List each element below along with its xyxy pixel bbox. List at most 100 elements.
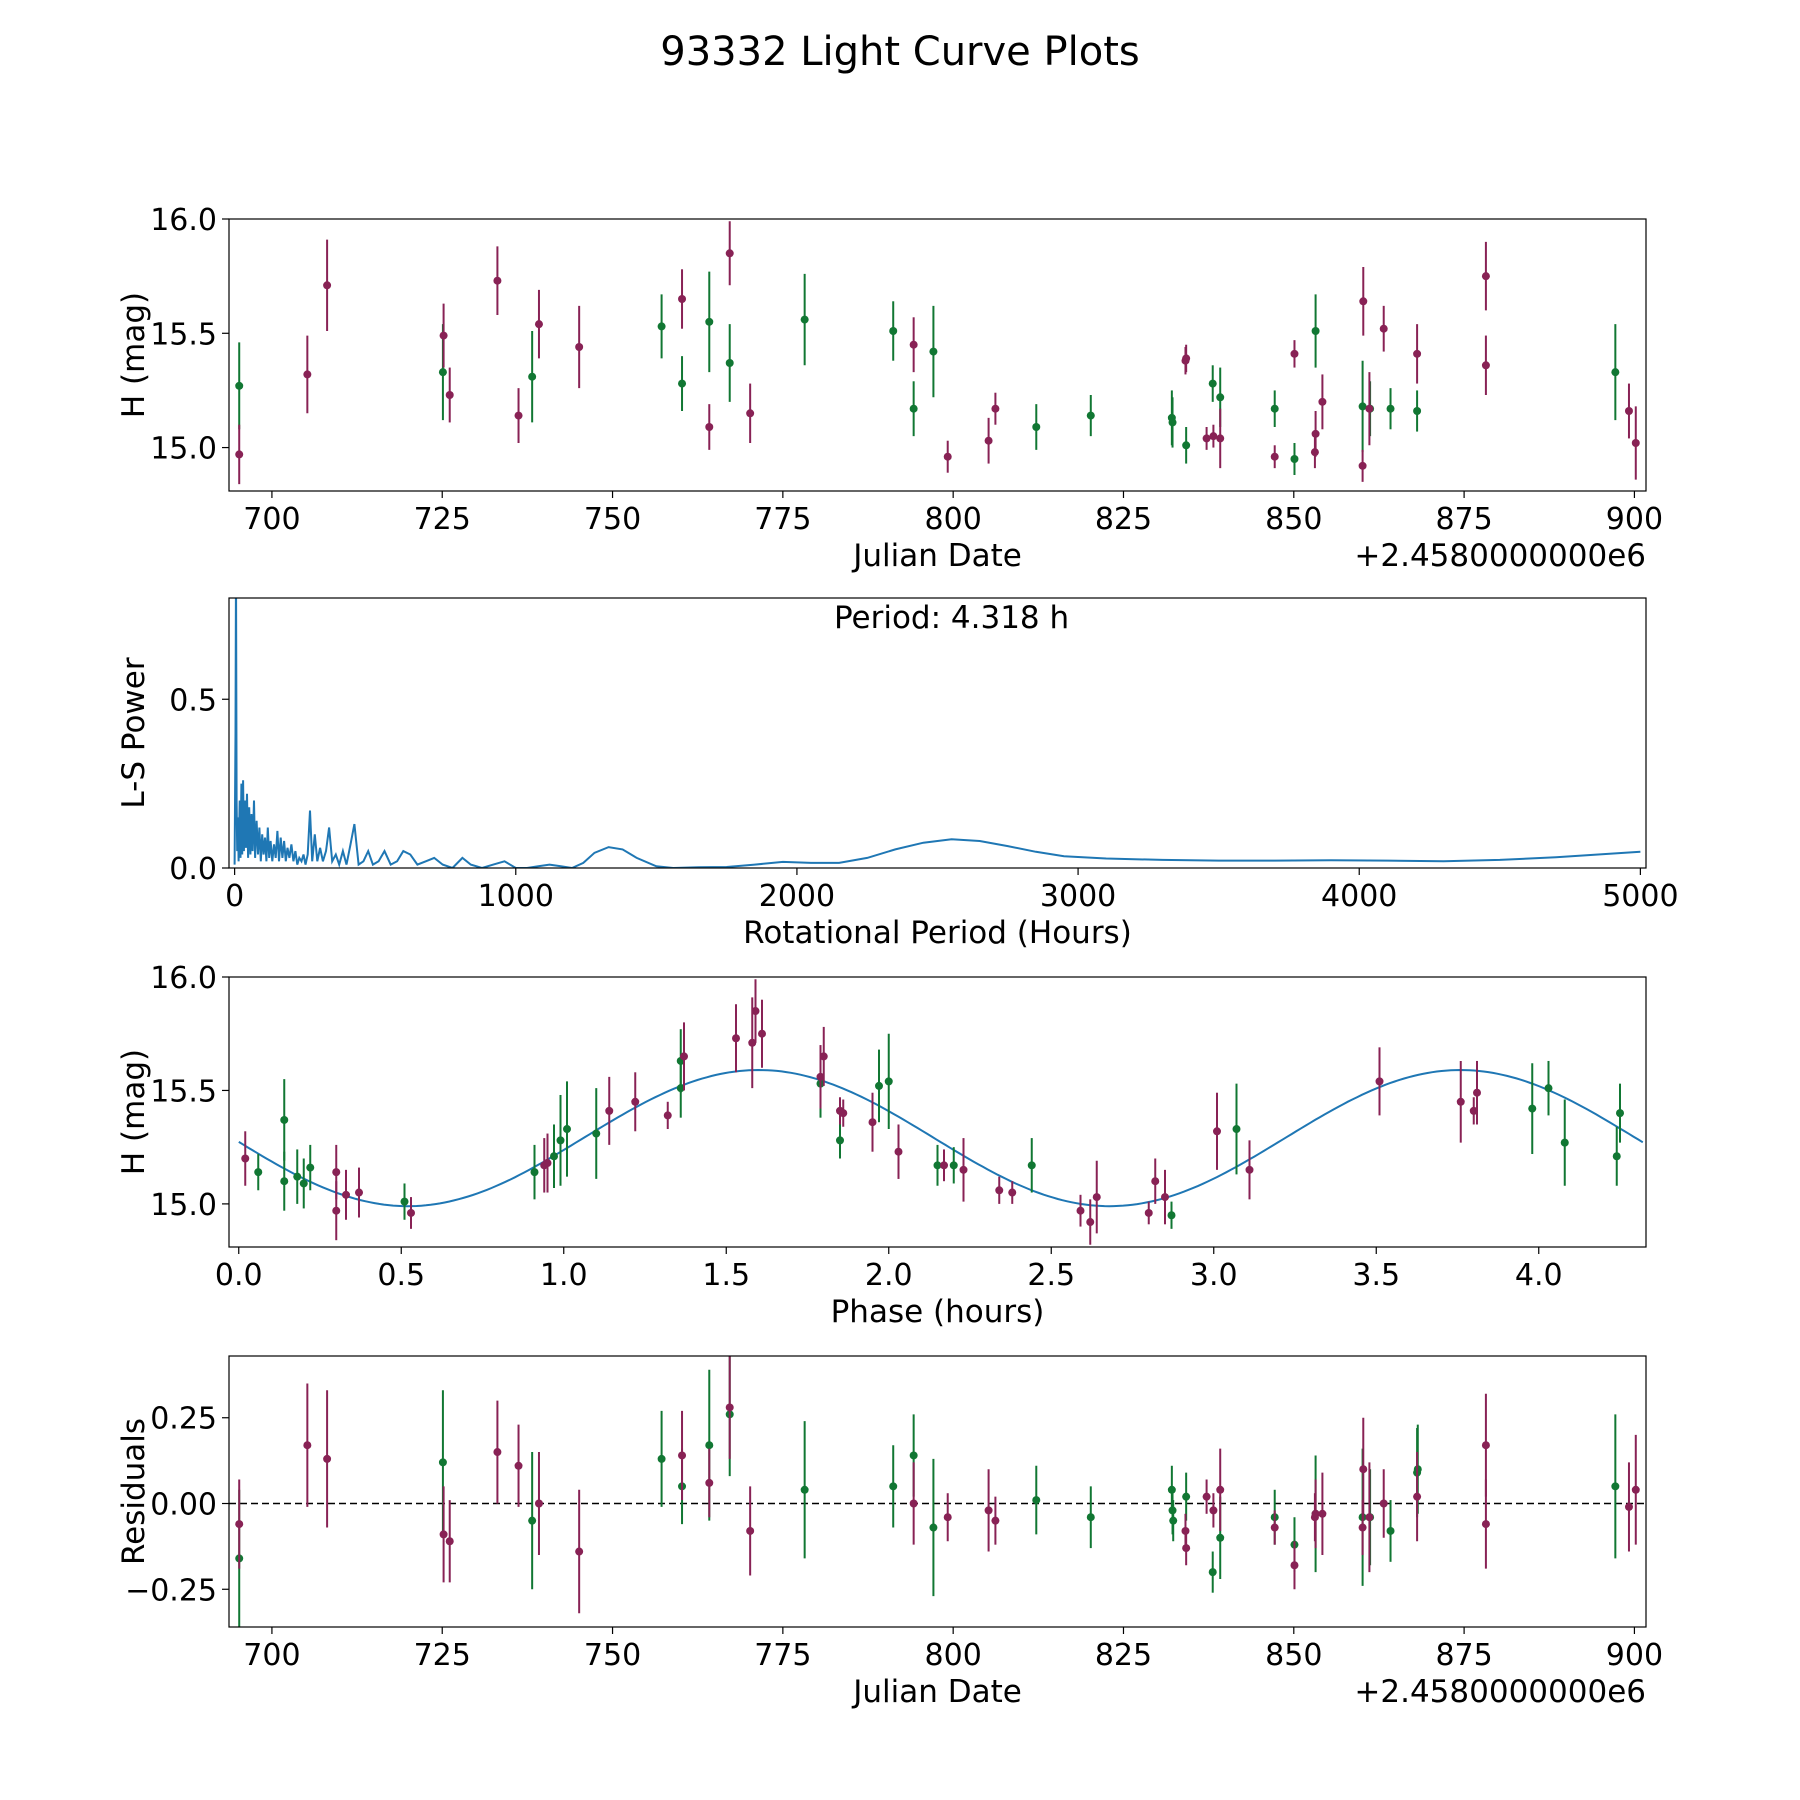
- x-tick-label: 700: [243, 502, 300, 537]
- x-tick-label: 3.5: [1352, 1258, 1400, 1293]
- data-point: [528, 372, 537, 381]
- y-tick-label: 0.25: [150, 1402, 217, 1437]
- x-tick-label: 0.5: [377, 1258, 425, 1293]
- data-point: [1216, 434, 1225, 443]
- data-point: [493, 276, 502, 285]
- axes-frame: [228, 1355, 1647, 1628]
- data-point: [1481, 1520, 1490, 1529]
- data-point: [1386, 404, 1395, 413]
- data-point: [530, 1168, 539, 1177]
- data-point: [1481, 1441, 1490, 1450]
- data-point: [332, 1206, 341, 1215]
- y-tick-label: 15.5: [150, 317, 217, 352]
- data-point: [1270, 404, 1279, 413]
- data-point: [949, 1161, 958, 1170]
- data-point: [534, 1499, 543, 1508]
- data-point: [1216, 1533, 1225, 1542]
- data-point: [299, 1179, 308, 1188]
- data-point: [751, 1007, 760, 1016]
- x-tick-label: 2000: [759, 879, 835, 914]
- axes-frame: [228, 218, 1647, 492]
- data-point: [705, 423, 714, 431]
- data-point: [575, 343, 584, 351]
- x-tick-label: 775: [754, 1638, 811, 1673]
- data-point: [909, 1451, 918, 1460]
- data-point: [943, 452, 952, 461]
- data-point: [1560, 1138, 1569, 1147]
- data-point: [528, 1516, 537, 1525]
- data-point: [663, 1111, 672, 1120]
- data-point: [678, 379, 687, 388]
- data-point: [1358, 402, 1367, 411]
- data-point: [929, 347, 938, 356]
- data-point: [1365, 404, 1374, 413]
- data-point: [1032, 1496, 1041, 1505]
- data-point: [1209, 432, 1218, 441]
- data-point: [342, 1190, 350, 1199]
- data-point: [1544, 1084, 1553, 1093]
- data-point: [819, 1052, 828, 1061]
- data-point: [235, 450, 244, 459]
- data-point: [1008, 1188, 1017, 1197]
- data-point: [705, 1441, 714, 1450]
- data-point: [1213, 1127, 1221, 1136]
- y-tick-label: 15.0: [150, 1188, 217, 1223]
- data-point: [1611, 368, 1620, 377]
- data-point: [1379, 324, 1388, 333]
- data-point: [889, 1482, 898, 1491]
- data-point: [1624, 407, 1633, 415]
- x-axis-label: Phase (hours): [831, 1294, 1045, 1330]
- data-point: [943, 1513, 952, 1522]
- figure-title: 93332 Light Curve Plots: [660, 29, 1139, 75]
- x-tick-label: 900: [1606, 502, 1663, 537]
- panel-phase-fold: 0.0 0.5 1.0 1.5 2.0 2.5 3.0 3.5 4.0 15.0 15.5 16.0 P…: [116, 961, 1647, 1330]
- x-axis-label: Julian Date: [851, 538, 1022, 574]
- data-point: [1232, 1125, 1241, 1134]
- data-point: [995, 1186, 1004, 1195]
- data-point: [1310, 1513, 1319, 1522]
- data-point: [746, 1526, 755, 1535]
- data-point: [1311, 429, 1320, 438]
- data-point: [1413, 349, 1422, 358]
- plot-area: [238, 979, 1644, 1245]
- data-point: [1027, 1161, 1036, 1170]
- data-point: [1473, 1088, 1481, 1097]
- data-point: [836, 1136, 844, 1145]
- data-point: [1469, 1106, 1478, 1115]
- data-point: [1318, 397, 1327, 406]
- data-point: [514, 1461, 523, 1470]
- x-tick-label: 825: [1095, 502, 1152, 537]
- y-axis-label: Residuals: [116, 1418, 152, 1565]
- data-point: [241, 1154, 250, 1163]
- y-tick-label: 15.0: [150, 432, 217, 467]
- x-offset-label: +2.4580000000e6: [1354, 538, 1646, 574]
- panel-residuals: 700 725 750 775 800 825 850 875 900 0.25 0.00 −0.25…: [116, 1355, 1663, 1710]
- plot-area: [229, 1356, 1646, 1627]
- panel-periodogram: 0 1000 2000 3000 4000 5000 0.0 0.5 Rotational Pe…: [116, 597, 1679, 951]
- x-tick-label: 3000: [1040, 879, 1116, 914]
- data-point: [445, 391, 454, 399]
- data-point: [732, 1034, 740, 1043]
- data-point: [303, 1441, 312, 1450]
- data-point: [1318, 1509, 1327, 1518]
- data-point: [1290, 455, 1299, 463]
- data-point: [1086, 411, 1095, 420]
- data-point: [303, 370, 312, 379]
- data-point: [1167, 1211, 1176, 1220]
- data-point: [631, 1097, 640, 1106]
- data-point: [657, 1454, 666, 1463]
- data-point: [493, 1448, 502, 1457]
- data-point: [984, 436, 993, 445]
- data-point: [355, 1188, 363, 1197]
- plot-area: [233, 598, 1641, 868]
- data-point: [254, 1168, 263, 1177]
- data-point: [1379, 1499, 1388, 1508]
- x-tick-label: 5000: [1602, 879, 1678, 914]
- data-point: [800, 315, 809, 324]
- series-line: [233, 598, 1641, 868]
- data-point: [1202, 434, 1211, 443]
- data-point: [909, 404, 918, 413]
- data-point: [1290, 349, 1299, 358]
- data-point: [235, 381, 244, 390]
- data-point: [407, 1208, 415, 1217]
